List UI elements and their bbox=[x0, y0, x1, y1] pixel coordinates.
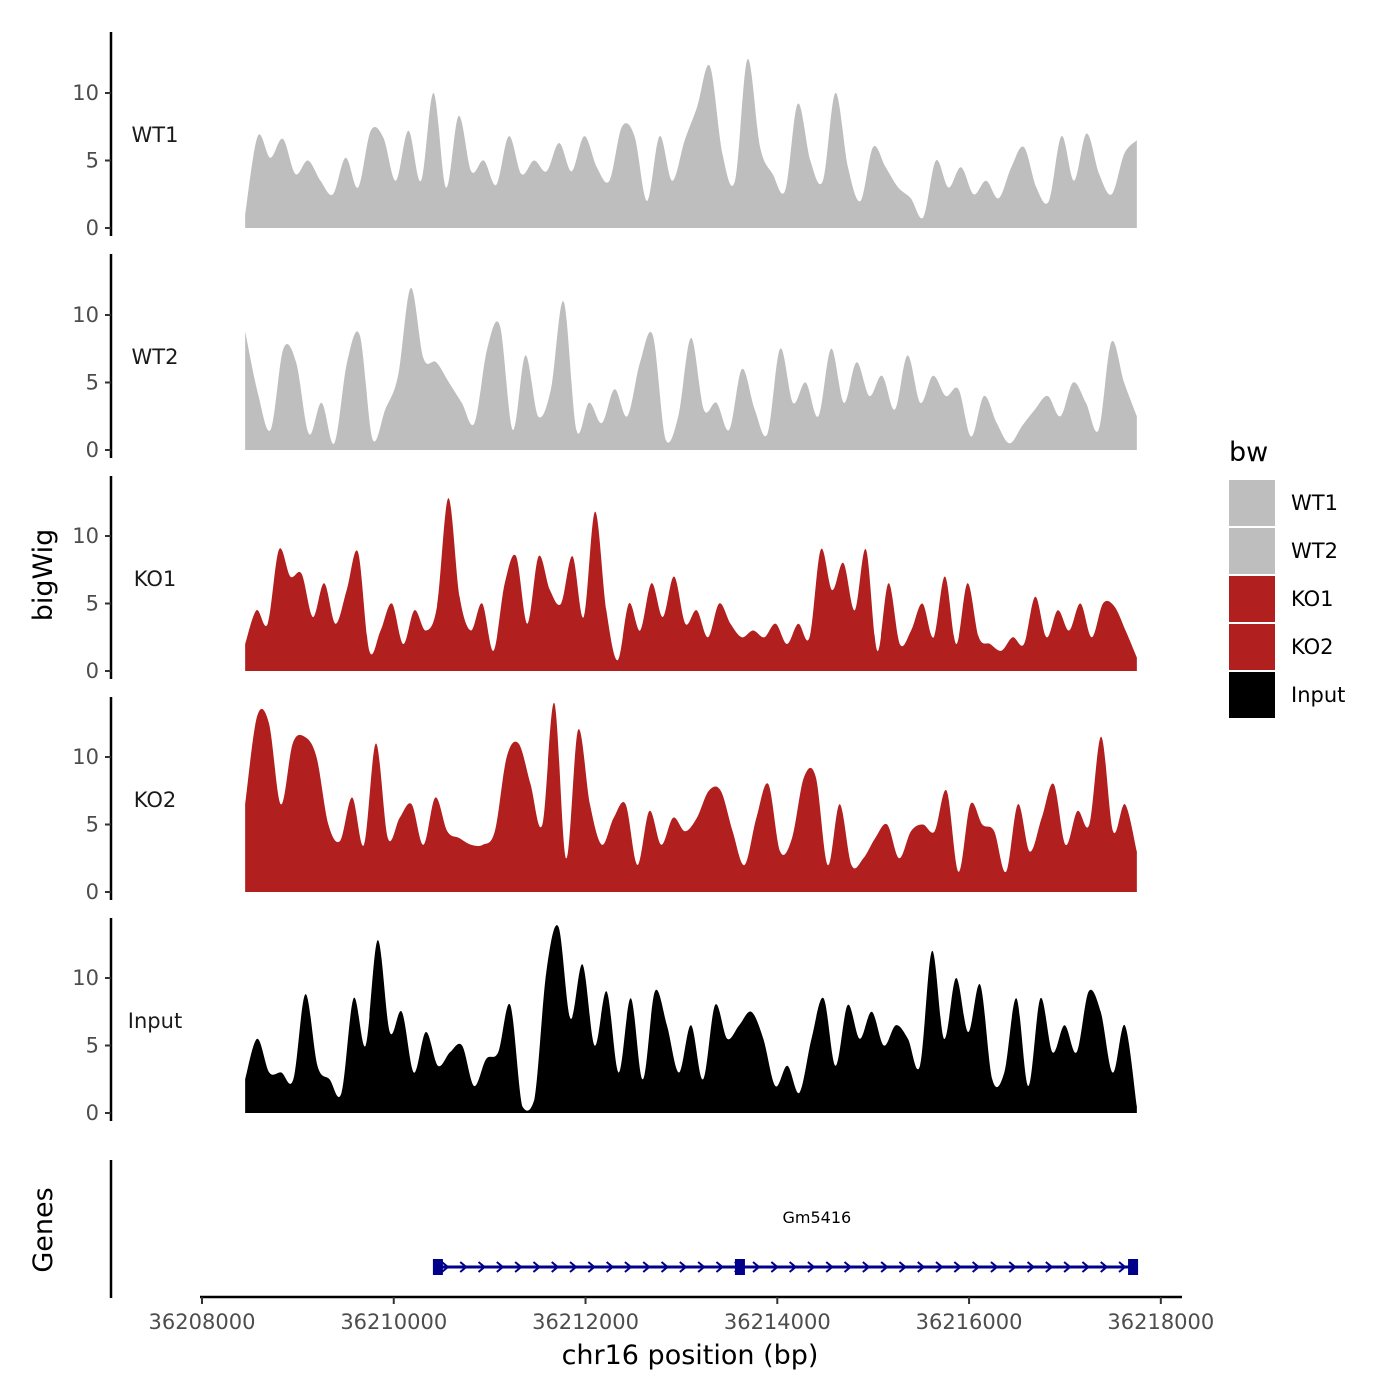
track-wt1: 0 5 10 WT1 bbox=[72, 32, 1137, 240]
strand-arrow bbox=[1045, 1261, 1054, 1273]
strand-arrow bbox=[532, 1261, 541, 1273]
x-tick-label: 36214000 bbox=[724, 1310, 831, 1334]
strand-arrow bbox=[862, 1261, 871, 1273]
strand-arrow bbox=[825, 1261, 834, 1273]
strand-arrow bbox=[605, 1261, 615, 1273]
track-panels: 0 5 10 WT1 0 5 10 WT2 0 5 10 KO1 0 5 10 KO2 0 5 10 Input bbox=[72, 32, 1137, 1125]
strand-arrow bbox=[1008, 1261, 1017, 1273]
strand-arrow bbox=[770, 1261, 779, 1273]
legend-label-wt2: WT2 bbox=[1291, 539, 1338, 563]
x-tick-label: 36212000 bbox=[532, 1310, 639, 1334]
signal-area-wt1 bbox=[245, 58, 1137, 228]
y-tick-label: 5 bbox=[86, 1034, 99, 1058]
strand-arrow bbox=[990, 1261, 999, 1273]
legend-key-ko1 bbox=[1229, 576, 1275, 622]
strand-arrow bbox=[496, 1261, 505, 1273]
legend-label-ko2: KO2 bbox=[1291, 635, 1334, 659]
exon bbox=[1128, 1259, 1139, 1275]
legend-label-input: Input bbox=[1291, 683, 1345, 707]
gene-panel: Gm5416 bbox=[109, 1160, 1139, 1298]
x-tick-label: 36210000 bbox=[340, 1310, 447, 1334]
legend-key-ko2 bbox=[1229, 624, 1275, 670]
strand-arrow bbox=[679, 1261, 688, 1273]
signal-area-input bbox=[245, 925, 1137, 1113]
x-tick-label: 36216000 bbox=[916, 1310, 1023, 1334]
y-tick-label: 10 bbox=[72, 81, 99, 105]
strand-arrow bbox=[1026, 1261, 1036, 1273]
strand-arrow bbox=[477, 1261, 487, 1273]
strand-arrow bbox=[642, 1261, 651, 1273]
strand-arrow bbox=[788, 1261, 798, 1273]
track-wt2: 0 5 10 WT2 bbox=[72, 254, 1137, 462]
legend-label-ko1: KO1 bbox=[1291, 587, 1334, 611]
strand-arrow bbox=[587, 1261, 596, 1273]
strand-arrow bbox=[715, 1261, 724, 1273]
strand-arrow bbox=[1118, 1261, 1127, 1273]
x-tick-label: 36218000 bbox=[1107, 1310, 1214, 1334]
track-ko2: 0 5 10 KO2 bbox=[72, 697, 1137, 904]
strand-arrow bbox=[459, 1261, 468, 1273]
strand-arrow bbox=[569, 1261, 578, 1273]
signal-area-ko2 bbox=[245, 702, 1137, 892]
strand-arrow bbox=[843, 1261, 853, 1273]
strand-arrow bbox=[917, 1261, 926, 1273]
strand-arrow bbox=[1063, 1261, 1072, 1273]
track-input: 0 5 10 Input bbox=[72, 918, 1137, 1125]
gene-gm5416: Gm5416 bbox=[432, 1208, 1139, 1275]
strand-arrow bbox=[624, 1261, 633, 1273]
track-ko1: 0 5 10 KO1 bbox=[72, 476, 1137, 683]
y-tick-label: 0 bbox=[86, 438, 99, 462]
strand-arrow bbox=[660, 1261, 670, 1273]
legend: bw WT1 WT2 KO1 KO2 Input bbox=[1229, 437, 1345, 718]
x-axis-title: chr16 position (bp) bbox=[562, 1340, 819, 1371]
strand-arrow bbox=[971, 1261, 981, 1273]
strand-arrow bbox=[1081, 1261, 1090, 1273]
legend-key-wt2 bbox=[1229, 528, 1275, 574]
y-tick-label: 10 bbox=[72, 745, 99, 769]
y-tick-label: 0 bbox=[86, 659, 99, 683]
legend-key-wt1 bbox=[1229, 480, 1275, 526]
y-axis-title: bigWig bbox=[28, 529, 59, 622]
exon bbox=[734, 1259, 745, 1275]
strand-arrow bbox=[807, 1261, 816, 1273]
y-tick-label: 5 bbox=[86, 149, 99, 173]
legend-title: bw bbox=[1229, 437, 1268, 468]
y-tick-label: 10 bbox=[72, 303, 99, 327]
y-tick-label: 5 bbox=[86, 592, 99, 616]
y-tick-label: 0 bbox=[86, 216, 99, 240]
track-label-wt1: WT1 bbox=[132, 123, 179, 147]
y-tick-label: 10 bbox=[72, 524, 99, 548]
x-tick-label: 36208000 bbox=[149, 1310, 256, 1334]
y-tick-label: 5 bbox=[86, 371, 99, 395]
track-label-ko2: KO2 bbox=[134, 788, 177, 812]
exon bbox=[432, 1259, 443, 1275]
strand-arrow bbox=[880, 1261, 889, 1273]
legend-label-wt1: WT1 bbox=[1291, 491, 1338, 515]
y-tick-label: 10 bbox=[72, 966, 99, 990]
y-tick-label: 0 bbox=[86, 880, 99, 904]
gene-label: Gm5416 bbox=[783, 1208, 852, 1227]
strand-arrow bbox=[752, 1261, 761, 1273]
strand-arrow bbox=[953, 1261, 962, 1273]
legend-key-input bbox=[1229, 672, 1275, 718]
strand-arrow bbox=[551, 1261, 560, 1273]
y-tick-label: 5 bbox=[86, 813, 99, 837]
signal-area-wt2 bbox=[245, 287, 1137, 450]
y-tick-label: 0 bbox=[86, 1101, 99, 1125]
gene-panel-title: Genes bbox=[28, 1187, 59, 1272]
strand-arrow bbox=[1100, 1261, 1109, 1273]
x-axis: 36208000 36210000 36212000 36214000 36216000… bbox=[149, 1295, 1214, 1334]
strand-arrow bbox=[697, 1261, 706, 1273]
strand-arrow bbox=[441, 1261, 450, 1273]
strand-arrow bbox=[898, 1261, 907, 1273]
track-label-input: Input bbox=[128, 1009, 182, 1033]
strand-arrow bbox=[935, 1261, 944, 1273]
signal-area-ko1 bbox=[245, 498, 1137, 671]
track-label-ko1: KO1 bbox=[134, 567, 177, 591]
strand-arrow bbox=[514, 1261, 523, 1273]
track-label-wt2: WT2 bbox=[132, 345, 179, 369]
